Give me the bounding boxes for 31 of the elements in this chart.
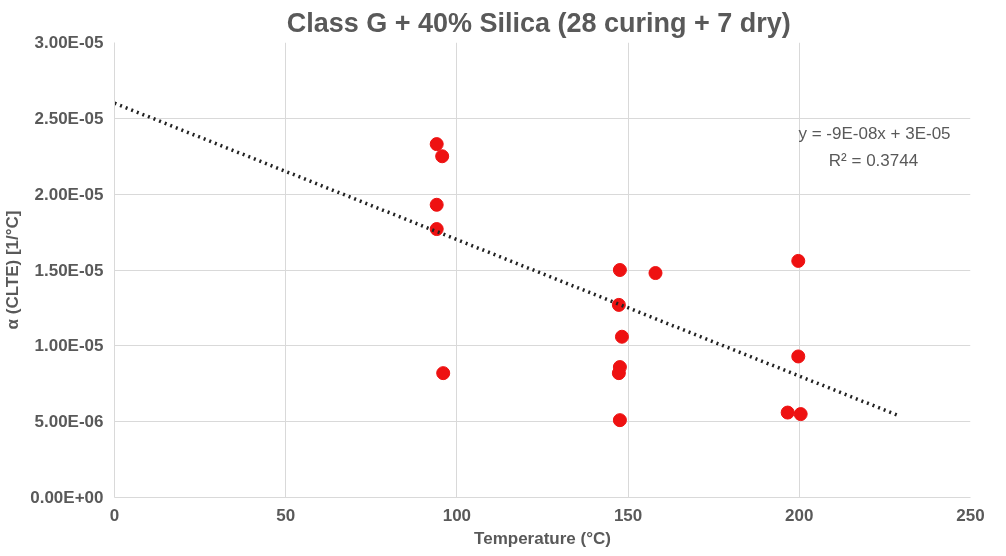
y-tick-label: 1.50E-05 xyxy=(34,260,104,280)
x-axis-title: Temperature (°C) xyxy=(474,528,611,548)
x-tick-label: 100 xyxy=(442,505,472,525)
point xyxy=(793,407,808,422)
point xyxy=(614,329,629,344)
y-tick-label: 0.00E+00 xyxy=(30,488,104,507)
point xyxy=(611,297,626,312)
x-tick-label: 200 xyxy=(785,505,814,525)
point xyxy=(791,253,806,268)
y-tick-label: 5.00E-06 xyxy=(34,412,104,432)
point xyxy=(612,263,627,277)
y-tick-label: 2.50E-05 xyxy=(34,108,104,128)
y-axis-title: α (CLTE) [1/°C] xyxy=(3,210,23,330)
x-tick-label: 150 xyxy=(613,505,643,525)
point xyxy=(648,266,663,281)
chart-title: Class G + 40% Silica (28 curing + 7 dry) xyxy=(286,7,791,38)
point xyxy=(436,366,451,381)
x-tick-label: 50 xyxy=(276,505,296,525)
x-tick-label: 250 xyxy=(956,505,985,525)
point xyxy=(429,197,444,212)
point xyxy=(780,405,795,420)
point xyxy=(612,413,627,428)
point xyxy=(435,149,450,164)
annotation: R² = 0.3744 xyxy=(828,150,919,170)
point xyxy=(429,137,444,152)
y-tick-label: 2.00E-05 xyxy=(34,184,104,204)
x-tick-label: 0 xyxy=(109,505,120,525)
y-tick-label: 1.00E-05 xyxy=(34,336,104,356)
annotation: y = -9E-08x + 3E-05 xyxy=(798,123,951,143)
y-tick-label: 3.00E-05 xyxy=(34,33,104,52)
point xyxy=(791,349,806,364)
